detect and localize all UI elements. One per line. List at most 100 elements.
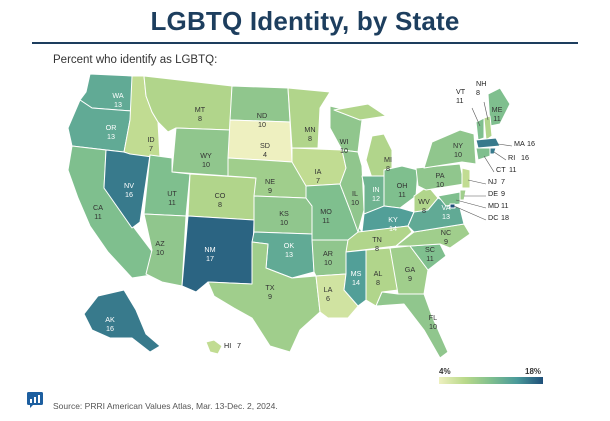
state-abbr-ky: KY [388,215,398,224]
state-abbr-nv: NV [124,181,134,190]
state-abbr-ny: NY [453,141,463,150]
state-abbr-oh: OH [397,181,408,190]
state-value-al: 8 [376,278,380,287]
state-abbr-wi: WI [340,137,349,146]
state-value-la: 6 [326,294,330,303]
state-abbr-md: MD [488,201,499,210]
state-value-ct: 11 [509,165,516,174]
state-abbr-sc: SC [425,245,435,254]
state-value-ca: 11 [94,212,101,221]
state-abbr-ut: UT [167,189,177,198]
leader-line-ri [493,151,507,161]
state-ct [475,147,491,161]
state-value-ar: 10 [324,258,332,267]
state-value-ak: 16 [106,324,114,333]
state-abbr-wy: WY [200,151,212,160]
state-value-pa: 10 [436,180,444,189]
state-value-wv: 8 [422,206,426,215]
state-nj [461,167,471,189]
leader-line-nj [467,179,487,185]
state-abbr-ms: MS [351,269,362,278]
leader-line-vt [471,107,481,127]
state-value-in: 12 [372,194,380,203]
state-value-ga: 9 [408,274,412,283]
state-abbr-ri: RI [508,153,515,162]
state-value-de: 9 [501,189,505,198]
state-abbr-nj: NJ [488,177,497,186]
state-ny [423,129,477,169]
legend-max-label: 18% [525,367,542,376]
state-value-tn: 8 [375,244,379,253]
state-ak [83,289,161,353]
state-abbr-ca: CA [93,203,103,212]
state-value-md: 11 [501,201,508,210]
state-value-wi: 10 [340,146,348,155]
state-value-mo: 11 [322,216,329,225]
state-abbr-wv: WV [418,197,430,206]
state-value-fl: 10 [429,322,437,331]
state-value-ks: 10 [280,218,288,227]
state-abbr-ok: OK [284,241,295,250]
state-abbr-sd: SD [260,141,270,150]
state-value-sc: 11 [426,254,433,263]
state-value-vt: 11 [456,96,463,105]
state-abbr-nd: ND [257,111,267,120]
state-value-mt: 8 [198,114,202,123]
state-value-tx: 9 [268,292,272,301]
state-abbr-or: OR [106,123,117,132]
state-value-me: 11 [493,114,500,123]
state-value-nc: 9 [444,237,448,246]
state-abbr-wa: WA [112,91,124,100]
state-value-ne: 9 [268,186,272,195]
state-az [143,213,187,287]
state-abbr-mn: MN [304,125,315,134]
state-fl [375,291,449,359]
state-value-mn: 8 [308,134,312,143]
source-note: Source: PRRI American Values Atlas, Mar.… [53,401,278,411]
state-abbr-pa: PA [435,171,444,180]
legend-min-label: 4% [439,367,451,376]
state-abbr-fl: FL [429,313,437,322]
state-value-ut: 11 [168,198,175,207]
state-value-dc: 18 [501,213,509,222]
state-value-il: 10 [351,198,359,207]
state-value-ma: 16 [527,139,535,148]
state-abbr-nh: NH [476,79,486,88]
state-abbr-tn: TN [372,235,382,244]
page-title: LGBTQ Identity, by State [150,6,460,36]
state-value-id: 7 [149,144,153,153]
state-value-nj: 7 [501,177,505,186]
state-abbr-in: IN [372,185,379,194]
state-ma [475,137,501,149]
state-value-ri: 16 [521,153,529,162]
state-abbr-vt: VT [456,87,466,96]
state-abbr-ma: MA [514,139,525,148]
state-hi [205,339,223,355]
state-value-oh: 11 [398,190,405,199]
state-abbr-ne: NE [265,177,275,186]
state-value-wy: 10 [202,160,210,169]
prri-logo-icon [27,392,43,408]
state-value-mi: 8 [386,164,390,173]
state-abbr-co: CO [215,191,226,200]
state-value-wa: 13 [114,100,122,109]
state-mn [287,87,331,149]
state-abbr-de: DE [488,189,498,198]
map-subtitle: Percent who identify as LGBTQ: [53,54,218,66]
state-abbr-va: VA [441,203,450,212]
state-value-ky: 14 [389,224,397,233]
state-abbr-hi: HI [224,341,231,350]
state-abbr-me: ME [492,105,503,114]
state-abbr-ga: GA [405,265,416,274]
state-abbr-nc: NC [441,228,451,237]
state-nm [181,215,255,293]
state-abbr-tx: TX [265,283,274,292]
state-abbr-ct: CT [496,165,506,174]
leader-line-nh [483,101,489,121]
legend-color-scale [439,377,543,384]
state-de [459,189,467,201]
state-vt [475,117,485,141]
state-abbr-ar: AR [323,249,333,258]
state-value-or: 13 [107,132,115,141]
leader-line-md [455,199,487,209]
